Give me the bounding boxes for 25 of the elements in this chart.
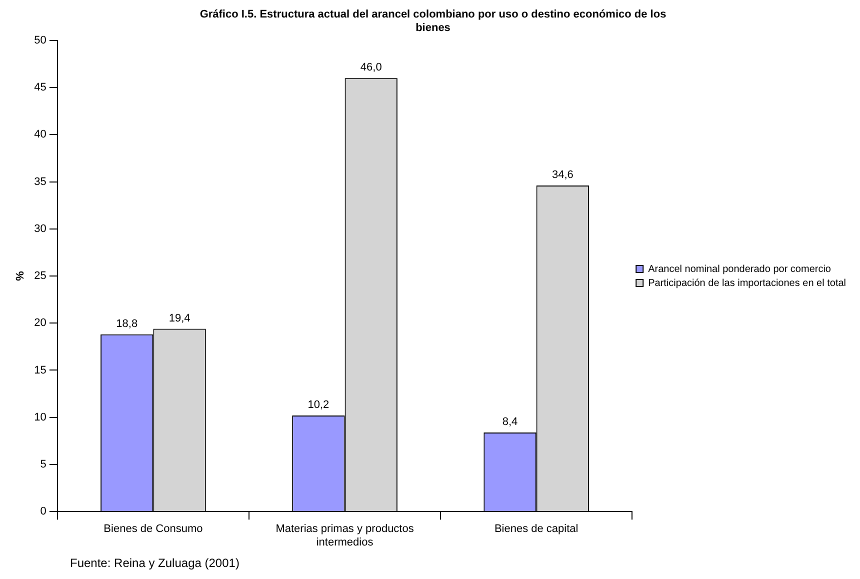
y-tick-label: 50 [34, 34, 46, 46]
legend-label: Arancel nominal ponderado por comercio [648, 264, 832, 275]
y-tick-label: 5 [40, 458, 46, 471]
source-note: Fuente: Reina y Zuluaga (2001) [70, 556, 240, 570]
y-tick-label: 40 [34, 128, 46, 141]
x-tick-label: Materias primas y productos intermedios [276, 523, 414, 548]
x-tick-label: Bienes de Consumo [104, 523, 203, 536]
y-tick-label: 30 [34, 222, 46, 235]
data-label: 18,8 [116, 318, 138, 330]
y-axis-title: % [14, 270, 27, 281]
y-tick-label: 45 [34, 82, 46, 94]
x-tick-label: Bienes de capital [494, 523, 578, 536]
data-label: 34,6 [552, 169, 574, 182]
chart-title: Gráfico I.5. Estructura actual del arancel colombiano por uso o destino económico de los bienes [200, 8, 666, 34]
data-label: 8,4 [502, 416, 518, 428]
y-tick-label: 10 [34, 411, 46, 424]
y-tick-label: 0 [40, 506, 46, 518]
y-tick-label: 35 [34, 176, 46, 188]
y-tick-label: 25 [34, 270, 46, 282]
data-label: 10,2 [308, 399, 330, 412]
data-label: 46,0 [360, 62, 382, 74]
y-tick-label: 15 [34, 364, 46, 376]
data-label: 19,4 [168, 312, 190, 324]
legend-label: Participación de las importaciones en el total [648, 278, 846, 289]
y-tick-label: 20 [34, 317, 46, 330]
